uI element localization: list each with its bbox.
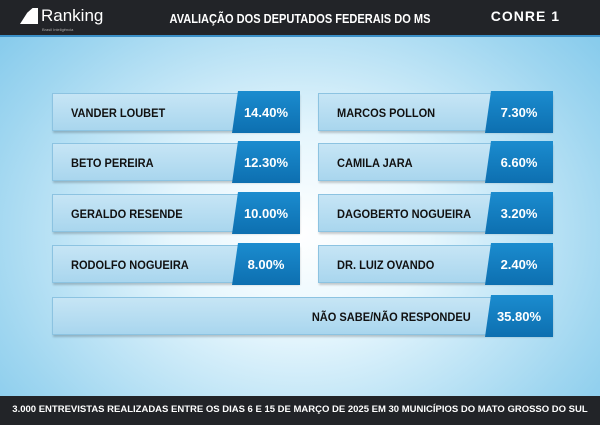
ranking-logo: Ranking xyxy=(20,6,103,26)
undecided-row: NÃO SABE/NÃO RESPONDEU 35.80% xyxy=(52,295,553,337)
logo-subtitle: Brasil Inteligência xyxy=(42,27,74,32)
candidate-name: CAMILA JARA xyxy=(337,156,413,170)
candidate-name: RODOLFO NOGUEIRA xyxy=(71,258,189,272)
undecided-value: 35.80% xyxy=(485,295,553,337)
logo-text: Ranking xyxy=(41,6,104,25)
header: Ranking Brasil Inteligência AVALIAÇÃO DO… xyxy=(0,0,600,37)
candidate-value: 12.30% xyxy=(232,141,300,183)
candidate-row: DAGOBERTO NOGUEIRA 3.20% xyxy=(318,192,553,234)
candidate-name: BETO PEREIRA xyxy=(71,156,154,170)
candidate-value: 8.00% xyxy=(232,243,300,285)
page-title: AVALIAÇÃO DOS DEPUTADOS FEDERAIS DO MS xyxy=(169,11,431,26)
undecided-label: NÃO SABE/NÃO RESPONDEU xyxy=(312,310,471,324)
candidate-row: MARCOS POLLON 7.30% xyxy=(318,91,553,133)
candidate-name: VANDER LOUBET xyxy=(71,106,166,120)
candidate-name: DR. LUIZ OVANDO xyxy=(337,258,435,272)
candidate-name: DAGOBERTO NOGUEIRA xyxy=(337,207,472,221)
candidate-row: RODOLFO NOGUEIRA 8.00% xyxy=(52,243,300,285)
partner-logo: CONRE 1 xyxy=(490,8,560,24)
candidate-name: MARCOS POLLON xyxy=(337,106,436,120)
candidate-row: BETO PEREIRA 12.30% xyxy=(52,141,300,183)
candidate-value: 7.30% xyxy=(485,91,553,133)
candidate-value: 3.20% xyxy=(485,192,553,234)
footer-note: 3.000 ENTREVISTAS REALIZADAS ENTRE OS DI… xyxy=(0,396,600,425)
candidate-name: GERALDO RESENDE xyxy=(71,207,183,221)
logo-icon xyxy=(20,8,38,24)
candidate-row: CAMILA JARA 6.60% xyxy=(318,141,553,183)
candidate-value: 10.00% xyxy=(232,192,300,234)
candidate-row: VANDER LOUBET 14.40% xyxy=(52,91,300,133)
candidate-value: 2.40% xyxy=(485,243,553,285)
candidate-row: DR. LUIZ OVANDO 2.40% xyxy=(318,243,553,285)
candidate-value: 14.40% xyxy=(232,91,300,133)
candidate-value: 6.60% xyxy=(485,141,553,183)
candidate-row: GERALDO RESENDE 10.00% xyxy=(52,192,300,234)
